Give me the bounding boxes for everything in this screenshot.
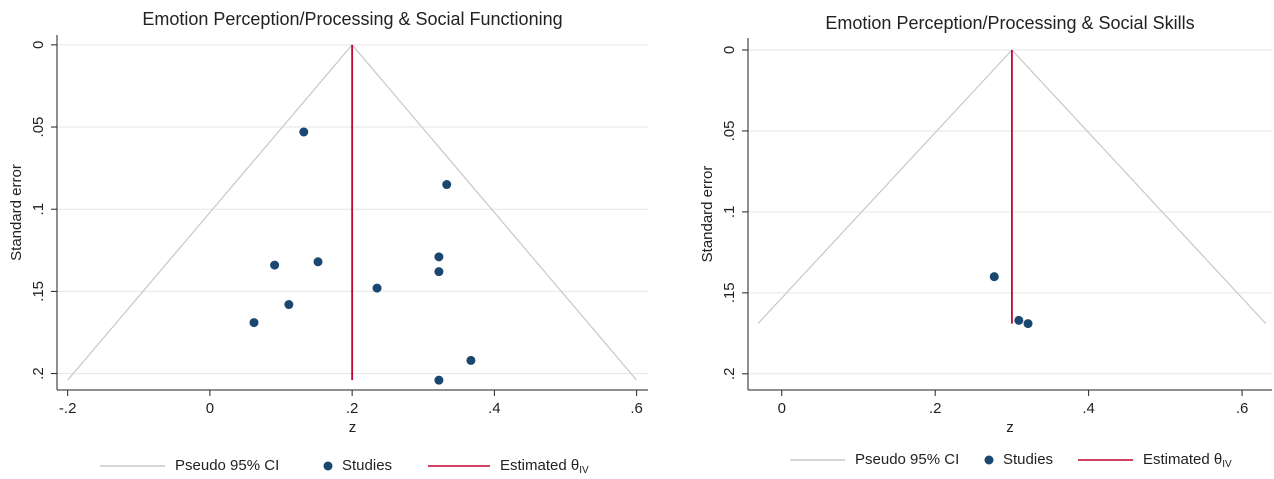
legend-name: Pseudo 95% CI: [855, 451, 959, 468]
y-tick-label: .1: [30, 203, 47, 216]
chart-title: Emotion Perception/Processing & Social F…: [142, 9, 562, 29]
x-axis-title: z: [1006, 419, 1014, 436]
study-point: [372, 283, 382, 293]
series-line: [67, 43, 638, 381]
study-point: [989, 272, 999, 282]
study-point: [284, 300, 294, 310]
x-tick-label: 0: [206, 400, 214, 417]
study-point: [434, 375, 444, 385]
y-axis-title: Standard error: [8, 164, 25, 261]
study-point: [313, 257, 323, 267]
legend-label: Pseudo 95% CI: [175, 457, 279, 474]
y-tick-label: .1: [721, 206, 738, 219]
study-point: [1014, 315, 1024, 325]
legend-name: Estimated θ: [1143, 451, 1222, 468]
x-tick-label: .6: [630, 400, 643, 417]
y-tick-label: 0: [30, 41, 47, 49]
legend-label: Pseudo 95% CI: [855, 451, 959, 468]
x-tick-label: .6: [1236, 400, 1249, 417]
x-tick-label: .2: [929, 400, 942, 417]
study-point: [434, 267, 444, 277]
legend-label: Studies: [342, 457, 392, 474]
x-tick-label: -.2: [59, 400, 77, 417]
x-tick-label: .2: [346, 400, 359, 417]
y-tick-label: .2: [30, 367, 47, 380]
legend-name: Pseudo 95% CI: [175, 457, 279, 474]
study-point: [442, 180, 452, 190]
study-point: [1023, 319, 1033, 329]
y-tick-label: .15: [30, 281, 47, 302]
legend-sub: IV: [579, 465, 589, 476]
legend-swatch: [323, 461, 333, 471]
study-point: [434, 252, 444, 262]
legend-label: Studies: [1003, 451, 1053, 468]
y-tick-label: .05: [721, 121, 738, 142]
legend-name: Estimated θ: [500, 457, 579, 474]
chart-title: Emotion Perception/Processing & Social S…: [825, 13, 1194, 33]
x-axis-title: z: [349, 419, 357, 436]
legend-swatch: [984, 455, 994, 465]
study-point: [249, 318, 259, 328]
legend-sub: IV: [1222, 459, 1232, 470]
y-tick-label: 0: [721, 46, 738, 54]
x-tick-label: .4: [1082, 400, 1095, 417]
x-tick-label: 0: [778, 400, 786, 417]
study-point: [270, 260, 280, 270]
y-tick-label: .2: [721, 368, 738, 381]
study-point: [466, 355, 476, 365]
study-point: [299, 127, 309, 137]
y-axis-title: Standard error: [699, 166, 716, 263]
legend-label: Estimated θIV: [500, 457, 589, 476]
y-tick-label: .05: [30, 117, 47, 138]
x-tick-label: .4: [488, 400, 501, 417]
legend-label: Estimated θIV: [1143, 451, 1232, 470]
y-tick-label: .15: [721, 282, 738, 303]
